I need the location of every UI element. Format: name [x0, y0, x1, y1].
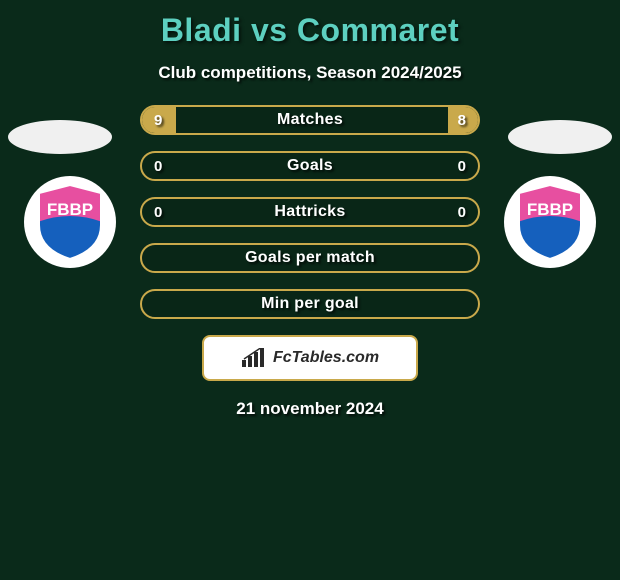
player1-avatar-placeholder [8, 120, 112, 154]
stat-bar: 0 Goals 0 [140, 151, 480, 181]
player2-name: Commaret [297, 12, 459, 48]
stat-bar: 9 Matches 8 [140, 105, 480, 135]
stat-value-right: 0 [458, 199, 466, 225]
player2-club-logo: FBBP [504, 176, 596, 268]
stat-value-right: 8 [458, 107, 466, 133]
club-shield-icon: FBBP [35, 183, 105, 261]
vs-separator: vs [251, 12, 288, 48]
club-badge-text: FBBP [47, 200, 93, 219]
stat-label: Matches [142, 107, 478, 133]
player1-name: Bladi [161, 12, 242, 48]
comparison-card: Bladi vs Commaret Club competitions, Sea… [0, 0, 620, 580]
player1-club-logo: FBBP [24, 176, 116, 268]
club-badge-text: FBBP [527, 200, 573, 219]
brand-text: FcTables.com [273, 349, 379, 367]
stat-label: Goals per match [142, 245, 478, 271]
stat-bar: 0 Hattricks 0 [140, 197, 480, 227]
stat-label: Goals [142, 153, 478, 179]
stat-label: Min per goal [142, 291, 478, 317]
stat-label: Hattricks [142, 199, 478, 225]
date-text: 21 november 2024 [0, 399, 620, 419]
stat-bar: Goals per match [140, 243, 480, 273]
bar-chart-icon [241, 348, 267, 368]
stat-bars: 9 Matches 8 0 Goals 0 0 Hattricks 0 Goal… [140, 105, 480, 319]
stat-bar: Min per goal [140, 289, 480, 319]
stat-value-right: 0 [458, 153, 466, 179]
page-title: Bladi vs Commaret [0, 12, 620, 49]
club-shield-icon: FBBP [515, 183, 585, 261]
brand-box[interactable]: FcTables.com [202, 335, 418, 381]
player2-avatar-placeholder [508, 120, 612, 154]
subtitle: Club competitions, Season 2024/2025 [0, 63, 620, 83]
